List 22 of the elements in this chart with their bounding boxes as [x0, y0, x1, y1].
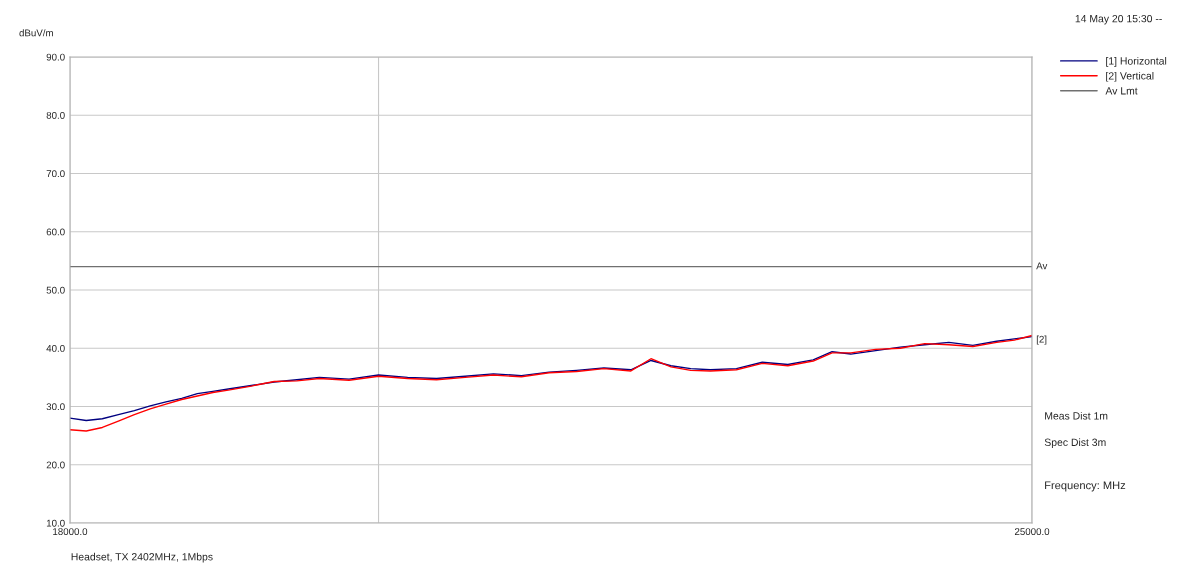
y-tick-label: 60.0 [46, 228, 65, 236]
y-tick-label: 30.0 [46, 403, 65, 411]
y-tick-label: 50.0 [46, 286, 65, 294]
x-tick-label: 18000.0 [53, 528, 88, 536]
x-tick-label: 25000.0 [1014, 528, 1050, 536]
legend-label: [1] Horizontal [1106, 56, 1167, 67]
y-tick-label: 80.0 [46, 111, 65, 119]
y-tick-label: 20.0 [46, 461, 65, 469]
y-tick-label: 70.0 [46, 170, 65, 178]
legend-label: Av Lmt [1105, 87, 1138, 95]
y-tick-label: 90.0 [46, 53, 65, 61]
y-tick-label: 10.0 [46, 519, 65, 527]
text: Meas Dist 1m [1045, 411, 1108, 420]
x-axis-title: Frequency: MHz [1045, 481, 1126, 492]
annotation: Av [1036, 262, 1048, 270]
text: Headset, TX 2402MHz, 1Mbps [71, 552, 213, 563]
text: Spec Dist 3m [1044, 438, 1106, 449]
legend-label: [2] Vertical [1106, 71, 1154, 82]
text: 14 May 20 15:30 -- [1075, 14, 1162, 25]
y-axis-title: dBuV/m [19, 29, 53, 37]
annotation: [2] [1036, 335, 1047, 345]
y-tick-label: 40.0 [46, 344, 65, 352]
